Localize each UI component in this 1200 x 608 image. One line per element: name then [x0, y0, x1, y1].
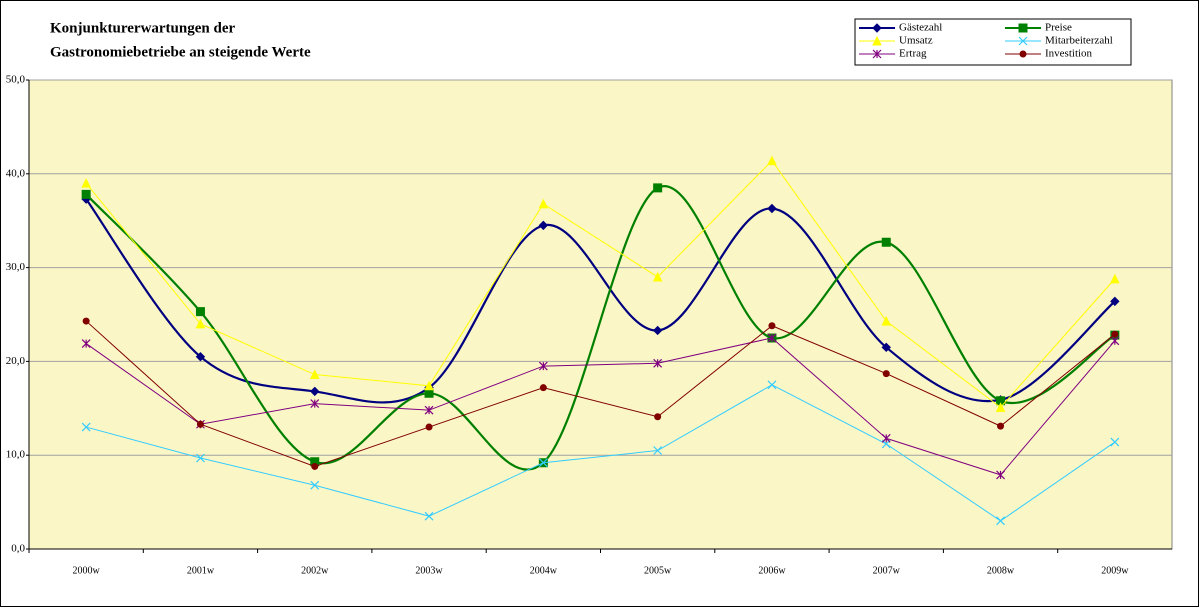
series-line	[85, 198, 1116, 404]
x-tick-label: 2005w	[644, 565, 672, 576]
marker	[1018, 36, 1028, 46]
series-line	[85, 337, 1116, 476]
series-line	[85, 184, 1116, 471]
marker	[311, 462, 319, 470]
x-tick-label: 2009w	[1101, 565, 1129, 576]
marker	[881, 237, 891, 247]
marker	[882, 370, 890, 378]
marker	[1110, 336, 1120, 346]
marker	[872, 23, 882, 33]
marker	[654, 413, 662, 421]
marker	[195, 318, 206, 329]
marker	[768, 322, 776, 330]
legend-label: Investition	[1045, 48, 1093, 60]
marker	[538, 220, 549, 231]
marker	[767, 380, 777, 390]
x-tick-label: 2000w	[73, 565, 101, 576]
marker	[424, 388, 434, 398]
marker	[653, 358, 663, 368]
marker	[539, 384, 547, 392]
chart-title: Gastronomiebetriebe an steigende Werte	[50, 44, 311, 60]
x-tick-label: 2006w	[758, 565, 786, 576]
marker	[1110, 273, 1120, 284]
marker	[767, 155, 777, 166]
marker	[767, 333, 777, 343]
marker	[1110, 296, 1120, 307]
marker	[424, 380, 434, 391]
marker	[653, 446, 663, 455]
x-tick-label: 2002w	[301, 565, 329, 576]
series-line	[85, 320, 1116, 467]
marker	[1110, 437, 1120, 447]
x-tick-label: 2001w	[187, 565, 215, 576]
marker	[872, 49, 882, 59]
marker	[310, 399, 320, 409]
x-tick-label: 2008w	[987, 565, 1015, 576]
marker	[309, 369, 320, 380]
chart-title: Konjunkturerwartungen der	[50, 20, 235, 36]
marker	[538, 458, 548, 468]
marker	[652, 271, 663, 282]
marker	[1111, 330, 1119, 338]
marker	[310, 480, 320, 490]
marker	[538, 198, 549, 209]
marker	[881, 342, 891, 353]
legend-label: Preise	[1045, 22, 1072, 34]
y-tick-label: 40,0	[6, 167, 26, 179]
legend-label: Umsatz	[899, 35, 933, 47]
marker	[872, 35, 882, 46]
legend-box	[854, 18, 1132, 66]
series-line	[86, 384, 1116, 522]
marker	[881, 433, 891, 443]
y-tick-label: 0,0	[11, 543, 25, 555]
marker	[310, 386, 320, 397]
plot-area	[28, 79, 1173, 550]
x-tick-label: 2004w	[530, 565, 558, 576]
marker	[538, 361, 548, 371]
marker	[81, 189, 91, 199]
marker	[1018, 23, 1028, 33]
marker	[996, 470, 1005, 480]
marker	[81, 178, 91, 188]
marker	[81, 422, 91, 432]
legend-label: Mitarbeiterzahl	[1045, 35, 1113, 47]
legend-label: Gästezahl	[899, 22, 942, 34]
marker	[81, 339, 91, 349]
y-tick-label: 10,0	[6, 449, 26, 461]
marker	[996, 516, 1005, 526]
y-tick-label: 50,0	[6, 74, 26, 86]
x-tick-label: 2003w	[415, 565, 443, 576]
marker	[995, 402, 1006, 412]
marker	[424, 511, 434, 521]
marker	[997, 422, 1005, 430]
legend: Gästezahl Preise Umsatz Mitarbeiterzahl Ertr…	[854, 18, 1132, 66]
marker	[425, 423, 433, 431]
y-tick-label: 30,0	[6, 261, 26, 273]
marker	[195, 307, 205, 317]
marker	[424, 405, 434, 415]
y-tick-label: 20,0	[6, 355, 26, 367]
marker	[1019, 50, 1027, 58]
marker	[652, 325, 663, 336]
marker	[767, 203, 777, 214]
marker	[195, 352, 206, 362]
marker	[82, 317, 90, 325]
legend-label: Ertrag	[899, 48, 927, 60]
marker	[196, 453, 205, 463]
x-tick-label: 2007w	[873, 565, 901, 576]
series-line	[85, 159, 1116, 409]
marker	[996, 396, 1006, 406]
marker	[881, 315, 892, 326]
marker	[653, 183, 663, 193]
marker	[196, 420, 204, 428]
